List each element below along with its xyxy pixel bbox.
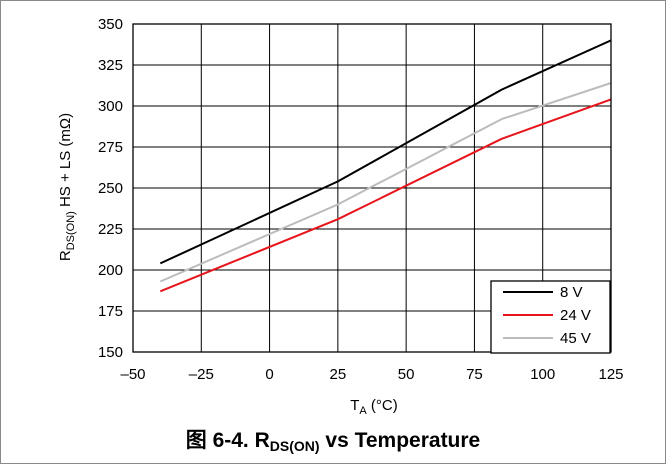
series-lines xyxy=(159,39,612,293)
x-tick-labels: –50 –25 0 25 50 75 100 125 xyxy=(120,366,623,383)
y-tick-label: 175 xyxy=(98,303,123,320)
x-axis-label: TA (°C) xyxy=(350,397,398,417)
line-chart: –50 –25 0 25 50 75 100 125 150 175 200 225 250 275 30… xyxy=(57,16,624,417)
x-tick-label: 0 xyxy=(265,366,273,383)
plot-area-border xyxy=(132,23,612,353)
y-tick-label: 275 xyxy=(98,139,123,156)
x-tick-label: 50 xyxy=(398,366,415,383)
x-tick-label: 125 xyxy=(598,366,623,383)
y-axis-label: RDS(ON) HS + LS (mΩ) xyxy=(57,113,77,261)
series-line-24v xyxy=(159,98,612,293)
legend-label-24v: 24 V xyxy=(560,307,591,324)
x-tick-label: 75 xyxy=(466,366,483,383)
x-tick-label: –25 xyxy=(189,366,214,383)
x-tick-label: 25 xyxy=(330,366,347,383)
series-line-8v xyxy=(159,39,612,265)
y-tick-label: 200 xyxy=(98,262,123,279)
y-tick-labels: 150 175 200 225 250 275 300 325 350 xyxy=(98,16,123,361)
y-tick-label: 250 xyxy=(98,180,123,197)
x-tick-label: –50 xyxy=(120,366,145,383)
y-tick-label: 300 xyxy=(98,98,123,115)
y-tick-label: 350 xyxy=(98,16,123,33)
figure-caption: 图 6-4. RDS(ON) vs Temperature xyxy=(185,429,481,454)
x-tick-label: 100 xyxy=(530,366,555,383)
legend-label-45v: 45 V xyxy=(560,330,591,347)
legend-label-8v: 8 V xyxy=(560,284,583,301)
y-tick-label: 325 xyxy=(98,57,123,74)
series-line-45v xyxy=(159,82,612,283)
y-tick-label: 150 xyxy=(98,344,123,361)
legend: 8 V 24 V 45 V xyxy=(490,280,611,354)
y-tick-label: 225 xyxy=(98,221,123,238)
